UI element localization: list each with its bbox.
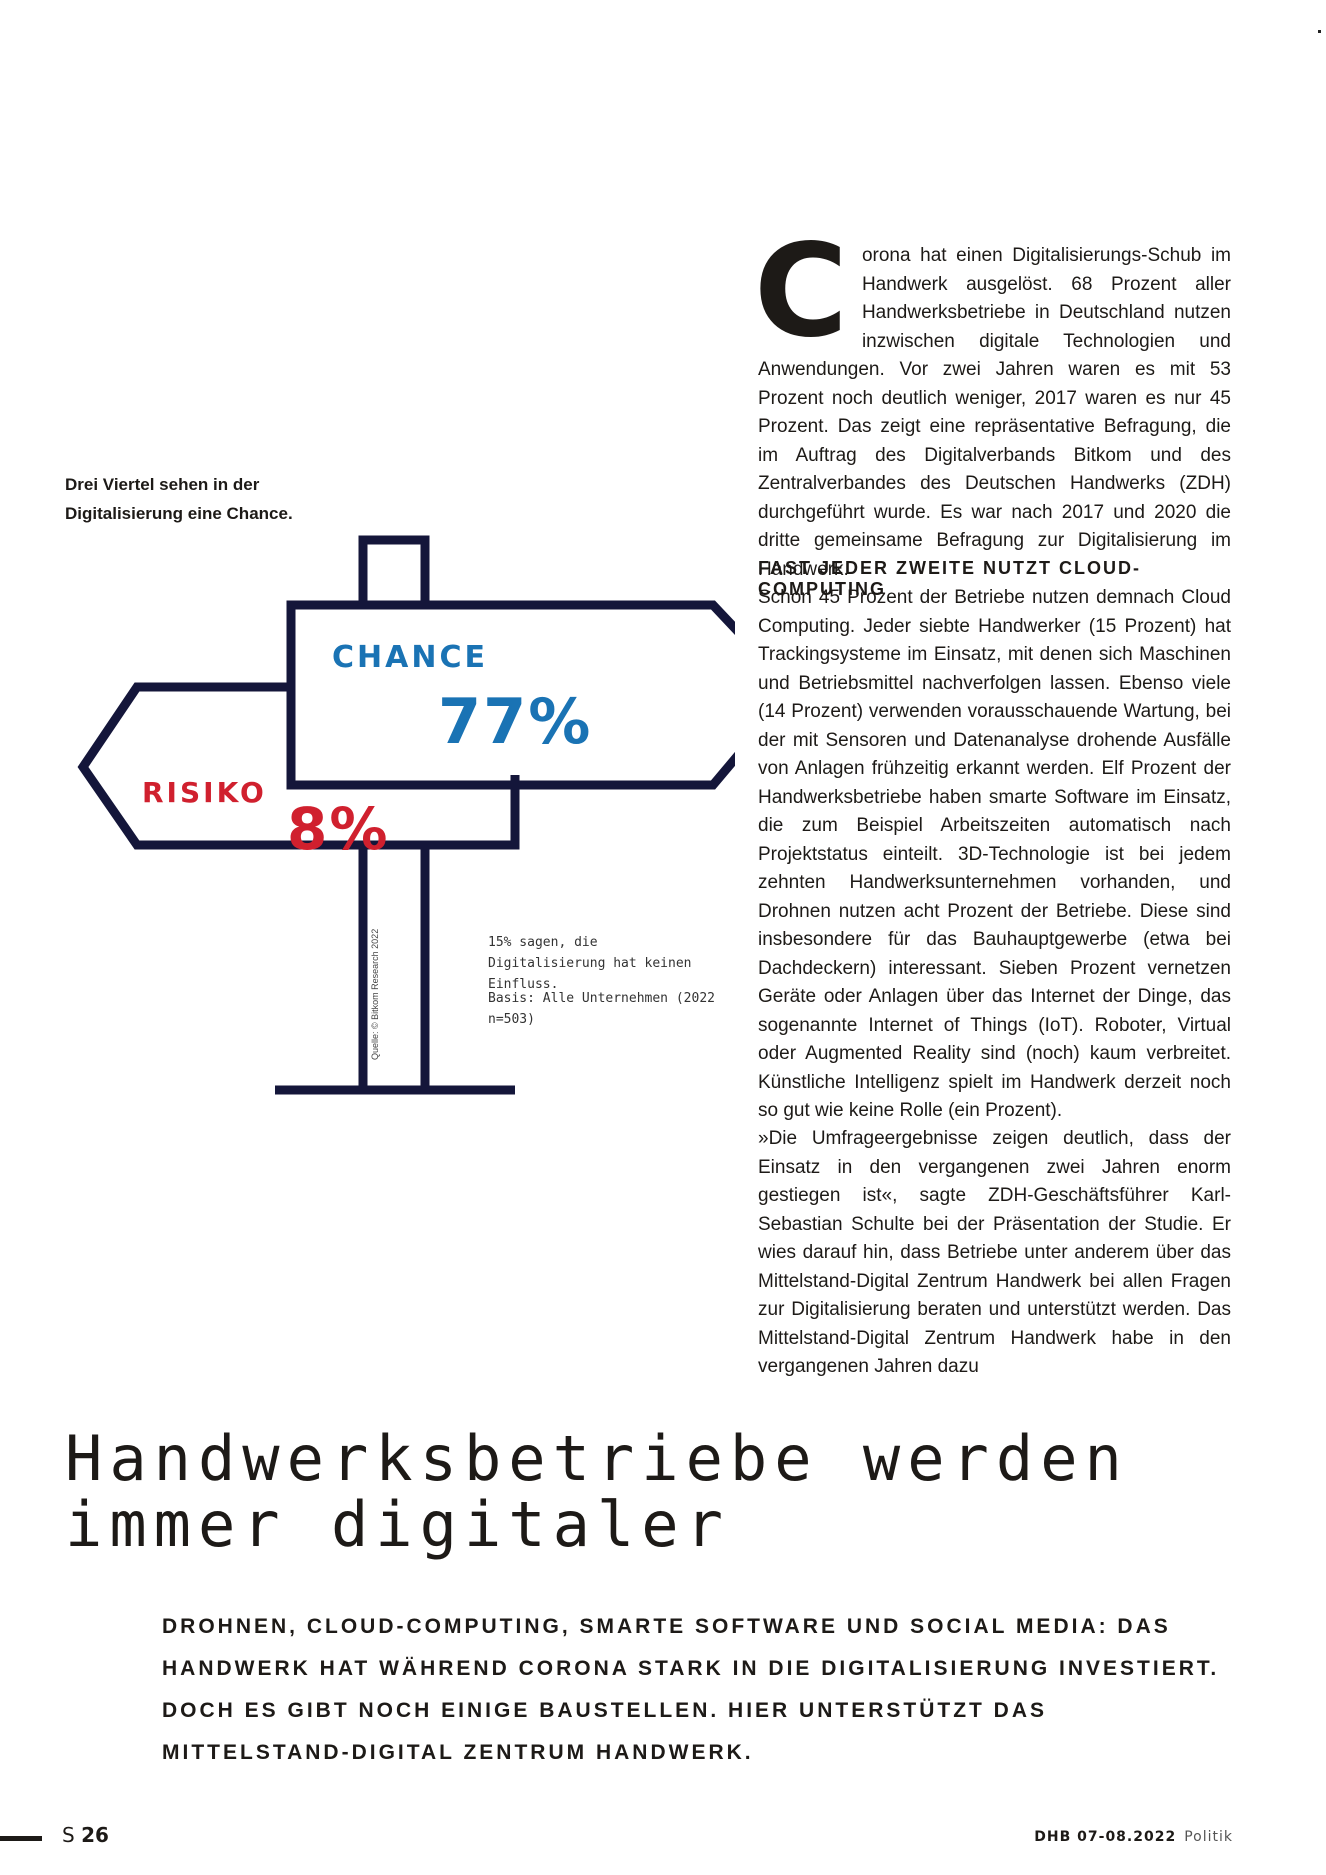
note-basis: Basis: Alle Unternehmen (2022 n=503) (488, 991, 715, 1027)
note-no-influence: 15% sagen, die Digitalisierung hat keine… (488, 935, 692, 992)
intro-text: orona hat einen Digitalisierungs-Schub i… (758, 245, 1231, 580)
headline: Handwerksbetriebe werden immer digitaler (65, 1422, 1129, 1561)
page-prefix: S (62, 1823, 75, 1847)
section-name: Politik (1184, 1829, 1233, 1845)
page-number: S 26 (62, 1823, 109, 1847)
section-subhead: FAST JEDER ZWEITE NUTZT CLOUD-COMPUTING (758, 558, 1141, 599)
source-credit: Quelle: © Bitkom Research 2022 (370, 928, 380, 1060)
section-body-text: Schon 45 Prozent der Betriebe nutzen dem… (758, 587, 1231, 1121)
infographic-caption: Drei Viertel sehen in der Digitalisierun… (65, 475, 293, 523)
article-intro: C orona hat einen Digitalisierungs-Schub… (754, 228, 1231, 584)
page-number-value: 26 (81, 1823, 109, 1847)
sign-post-cap (358, 535, 430, 605)
risiko-label: RISIKO (142, 776, 267, 809)
risiko-value: 8% (287, 795, 390, 863)
footer-publication: DHB 07-08.2022 Politik (1034, 1829, 1233, 1845)
signpost-graphic (77, 535, 735, 1095)
drop-cap: C (754, 217, 848, 366)
corner-mark (1318, 30, 1321, 33)
chance-label: CHANCE (332, 640, 488, 675)
section-body: Schon 45 Prozent der Betriebe nutzen dem… (758, 584, 1231, 1126)
quote-paragraph: »Die Umfrageergebnisse zeigen deutlich, … (758, 1125, 1231, 1382)
lead-paragraph: DROHNEN, CLOUD-COMPUTING, SMARTE SOFTWAR… (162, 1615, 1220, 1764)
footer-bar (0, 1836, 42, 1841)
sign-chance-board (286, 600, 735, 790)
sign-risiko-board (77, 682, 520, 850)
chance-value: 77% (438, 685, 593, 758)
publication-name: DHB 07-08.2022 (1034, 1829, 1177, 1845)
quote-paragraph-text: »Die Umfrageergebnisse zeigen deutlich, … (758, 1128, 1231, 1377)
